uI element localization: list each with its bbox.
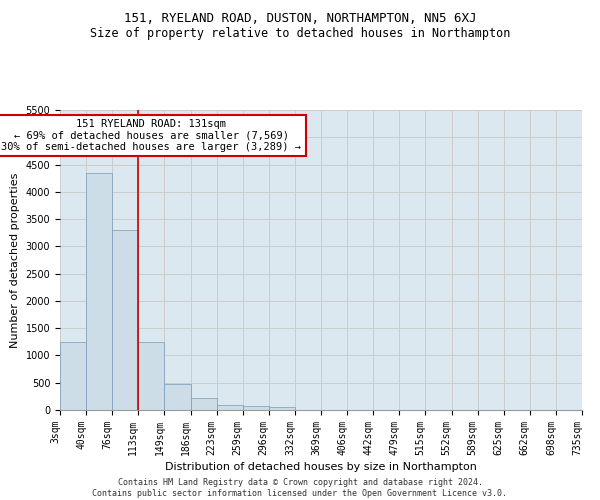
Bar — [86, 172, 112, 410]
Bar — [139, 342, 164, 410]
Bar — [60, 342, 86, 410]
Text: Contains HM Land Registry data © Crown copyright and database right 2024.
Contai: Contains HM Land Registry data © Crown c… — [92, 478, 508, 498]
Bar — [112, 230, 139, 410]
Text: 151 RYELAND ROAD: 131sqm
← 69% of detached houses are smaller (7,569)
30% of sem: 151 RYELAND ROAD: 131sqm ← 69% of detach… — [1, 119, 301, 152]
Bar — [191, 398, 217, 410]
Bar — [164, 384, 191, 410]
Bar — [243, 406, 269, 410]
X-axis label: Distribution of detached houses by size in Northampton: Distribution of detached houses by size … — [165, 462, 477, 472]
Y-axis label: Number of detached properties: Number of detached properties — [10, 172, 20, 348]
Bar — [269, 407, 295, 410]
Text: 151, RYELAND ROAD, DUSTON, NORTHAMPTON, NN5 6XJ: 151, RYELAND ROAD, DUSTON, NORTHAMPTON, … — [124, 12, 476, 26]
Text: Size of property relative to detached houses in Northampton: Size of property relative to detached ho… — [90, 28, 510, 40]
Bar — [217, 405, 243, 410]
